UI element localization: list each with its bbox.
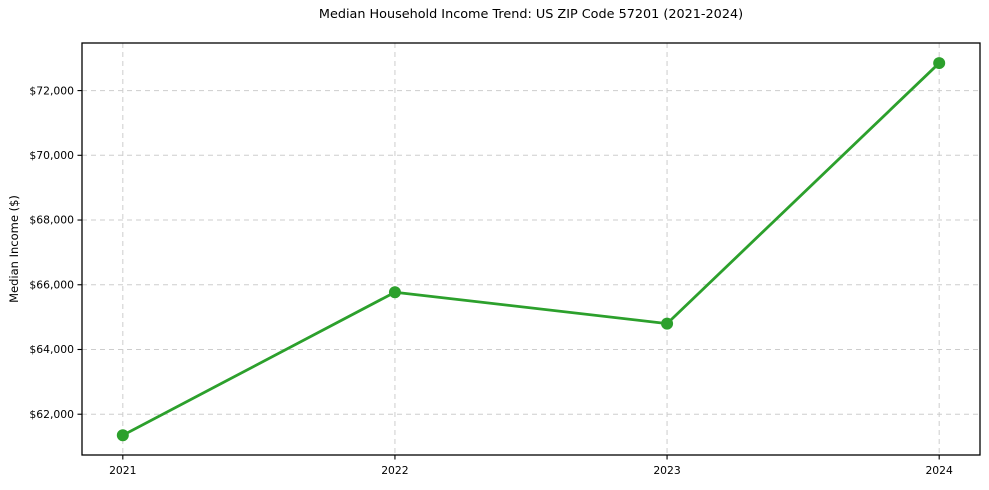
income-trend-line: [121, 61, 941, 437]
chart-title: Median Household Income Trend: US ZIP Co…: [318, 7, 744, 22]
data-point-2022: [388, 286, 401, 299]
data-point-2024: [933, 57, 946, 70]
x-tick-label: 2022: [381, 464, 408, 477]
y-tick-label: $70,000: [29, 149, 74, 162]
data-point-2021: [116, 429, 129, 442]
x-tick-label: 2024: [925, 464, 953, 477]
x-tick-label: 2023: [653, 464, 680, 477]
y-tick-label: $64,000: [29, 343, 74, 356]
y-tick-label: $68,000: [29, 214, 74, 227]
y-tick-label: $66,000: [29, 278, 74, 291]
data-point-2023: [661, 317, 674, 330]
plot-frame: [81, 42, 981, 456]
y-tick-label: $72,000: [29, 84, 74, 97]
y-tick-label: $62,000: [29, 408, 74, 421]
x-tick-label: 2021: [109, 464, 136, 477]
